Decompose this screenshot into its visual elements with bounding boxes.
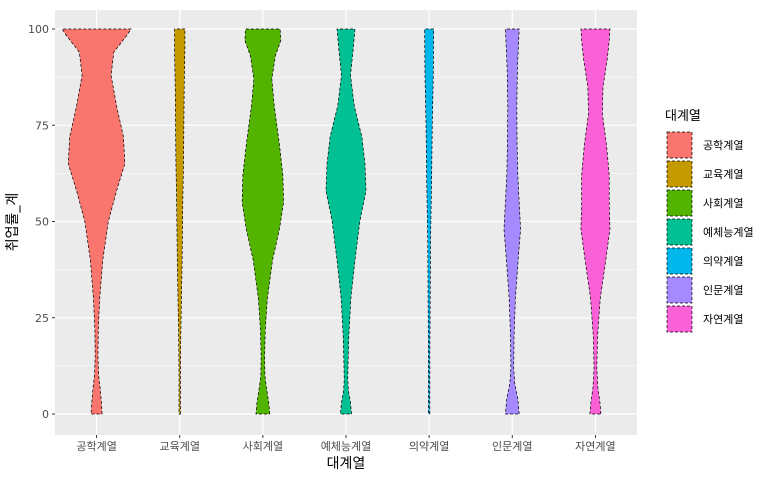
violin-1 [61,28,132,415]
legend-label-3: 사회계열 [703,197,743,210]
y-axis: 0 25 50 75 100 [28,23,55,421]
legend-key-2 [666,160,693,188]
y-tick-label: 75 [35,119,49,132]
legend-key-5 [666,247,693,275]
y-tick-label: 50 [35,216,49,229]
legend-key-6 [666,276,693,304]
x-tick-label: 의약계열 [409,439,449,453]
legend-label-7: 자연계열 [703,313,743,326]
violin-4 [325,28,367,415]
violin-5 [424,28,434,415]
x-tick-label: 교육계열 [159,440,199,453]
x-axis-title: 대계열 [327,456,366,472]
violin-2 [174,28,186,415]
legend-label-6: 인문계열 [703,284,743,297]
violin-layer [61,28,611,415]
legend-title: 대계열 [665,109,701,124]
legend-key-1 [666,131,693,159]
violin-6 [503,28,521,415]
x-tick-label: 인문계열 [492,440,532,453]
x-axis: 공학계열 교육계열 사회계열 예체능계열 의약계열 인문계열 자연계열 [76,435,616,453]
violin-7 [580,28,611,415]
legend-label-1: 공학계열 [703,139,743,152]
y-tick-label: 0 [42,408,49,421]
legend-key-3 [666,189,693,217]
legend-key-7 [666,305,693,333]
legend-label-4: 예체능계열 [703,226,754,239]
x-tick-label: 사회계열 [243,440,283,453]
y-tick-label: 25 [35,312,49,325]
violin-3 [241,28,284,415]
x-tick-label: 예체능계열 [321,440,372,453]
x-tick-label: 공학계열 [76,440,116,453]
legend-key-4 [666,218,693,246]
x-tick-label: 자연계열 [575,440,615,453]
legend-label-5: 의약계열 [703,254,743,268]
y-tick-label: 100 [28,23,49,36]
y-axis-title: 취업률_계 [5,193,21,252]
legend-label-2: 교육계열 [703,168,743,181]
